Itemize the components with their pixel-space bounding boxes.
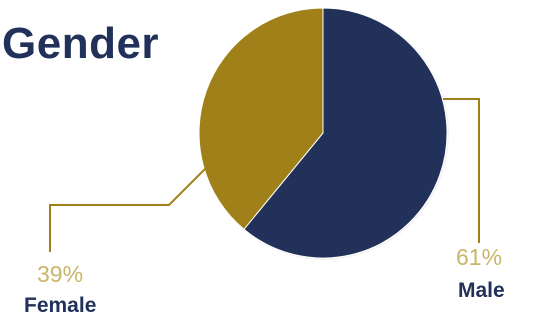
pie-slice-male xyxy=(243,7,448,259)
female-percent-label: 39% xyxy=(37,261,84,287)
male-percent-label: 61% xyxy=(456,244,503,270)
female-leader-line xyxy=(49,167,207,252)
male-category-label: Male xyxy=(458,279,505,302)
chart-title: Gender xyxy=(2,19,160,68)
female-category-label: Female xyxy=(24,294,97,317)
male-leader-line xyxy=(443,98,480,243)
pie-slice-female xyxy=(198,7,324,231)
